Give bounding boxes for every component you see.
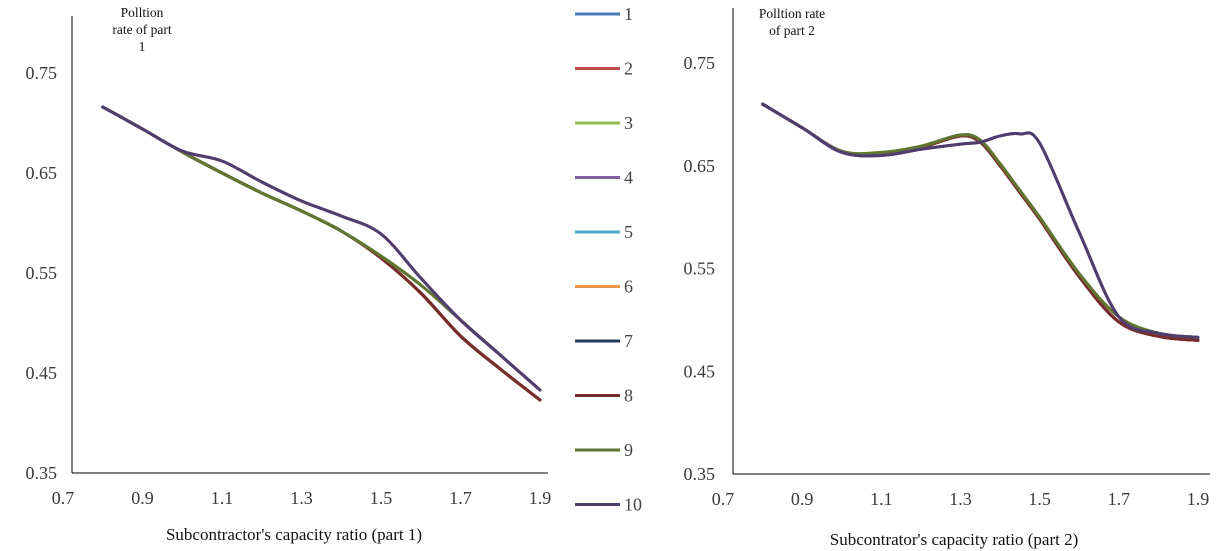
legend-label-8: 8 xyxy=(624,386,633,406)
x-tick-label: 1.1 xyxy=(211,488,234,508)
x-tick-label: 1.9 xyxy=(529,488,552,508)
series-line-1 xyxy=(101,105,542,402)
series-line-9 xyxy=(761,102,1200,339)
series-line-6 xyxy=(101,105,542,402)
y-tick-label: 0.55 xyxy=(26,263,58,283)
legend-label-3: 3 xyxy=(624,113,633,133)
legend-label-2: 2 xyxy=(624,59,633,79)
series-line-10 xyxy=(761,102,1200,339)
y-tick-label: 0.75 xyxy=(684,53,716,73)
y-tick-label: 0.65 xyxy=(26,163,58,183)
x-tick-label: 1.5 xyxy=(1028,489,1051,509)
y-axis-annotation-line: Polltion rate xyxy=(759,6,825,21)
x-tick-label: 1.3 xyxy=(290,488,313,508)
series-line-2 xyxy=(101,105,542,402)
x-tick-label: 1.1 xyxy=(870,489,893,509)
x-tick-label: 0.9 xyxy=(131,488,154,508)
y-tick-label: 0.45 xyxy=(684,361,716,381)
y-axis-annotation-line: rate of part xyxy=(112,22,171,37)
legend-label-1: 1 xyxy=(624,4,633,24)
legend-label-6: 6 xyxy=(624,277,633,297)
legend-label-5: 5 xyxy=(624,222,633,242)
x-tick-label: 1.3 xyxy=(949,489,972,509)
y-axis-annotation-line: of part 2 xyxy=(769,23,815,38)
legend-label-7: 7 xyxy=(624,331,633,351)
x-tick-label: 0.9 xyxy=(791,489,814,509)
y-axis-annotation-line: Polltion xyxy=(121,5,164,20)
x-tick-label: 0.7 xyxy=(52,488,75,508)
y-tick-label: 0.45 xyxy=(26,363,58,383)
chart-part-1: 0.35 0.45 0.55 0.65 0.75 0.7 0.9 1.1 1.3 1.5 1.7 1.… xyxy=(26,5,552,544)
chart-part-2: 0.35 0.45 0.55 0.65 0.75 0.7 0.9 1.1 1.3 1.5 1.7 1.… xyxy=(684,6,1210,549)
x-axis-title: Subcontractor's capacity ratio (part 1) xyxy=(166,525,422,544)
x-tick-label: 1.9 xyxy=(1187,489,1210,509)
x-tick-label: 1.5 xyxy=(370,488,393,508)
y-tick-label: 0.75 xyxy=(26,63,58,83)
y-axis-annotation-line: 1 xyxy=(139,39,146,54)
legend: 1 2 3 4 5 6 7 8 9 10 xyxy=(575,4,642,515)
series-line-10 xyxy=(101,105,542,392)
y-tick-label: 0.55 xyxy=(684,259,716,279)
y-tick-label: 0.35 xyxy=(684,464,716,484)
x-tick-label: 1.7 xyxy=(1108,489,1131,509)
legend-label-10: 10 xyxy=(624,495,642,515)
legend-label-9: 9 xyxy=(624,440,633,460)
x-tick-label: 0.7 xyxy=(712,489,735,509)
x-tick-label: 1.7 xyxy=(449,488,472,508)
series-line-7 xyxy=(101,105,542,402)
y-tick-label: 0.65 xyxy=(684,156,716,176)
series-line-5 xyxy=(101,105,542,402)
legend-label-4: 4 xyxy=(624,168,633,188)
series-line-8 xyxy=(101,105,542,402)
x-axis-title: Subcontrator's capacity ratio (part 2) xyxy=(830,530,1079,549)
y-tick-label: 0.35 xyxy=(26,463,58,483)
